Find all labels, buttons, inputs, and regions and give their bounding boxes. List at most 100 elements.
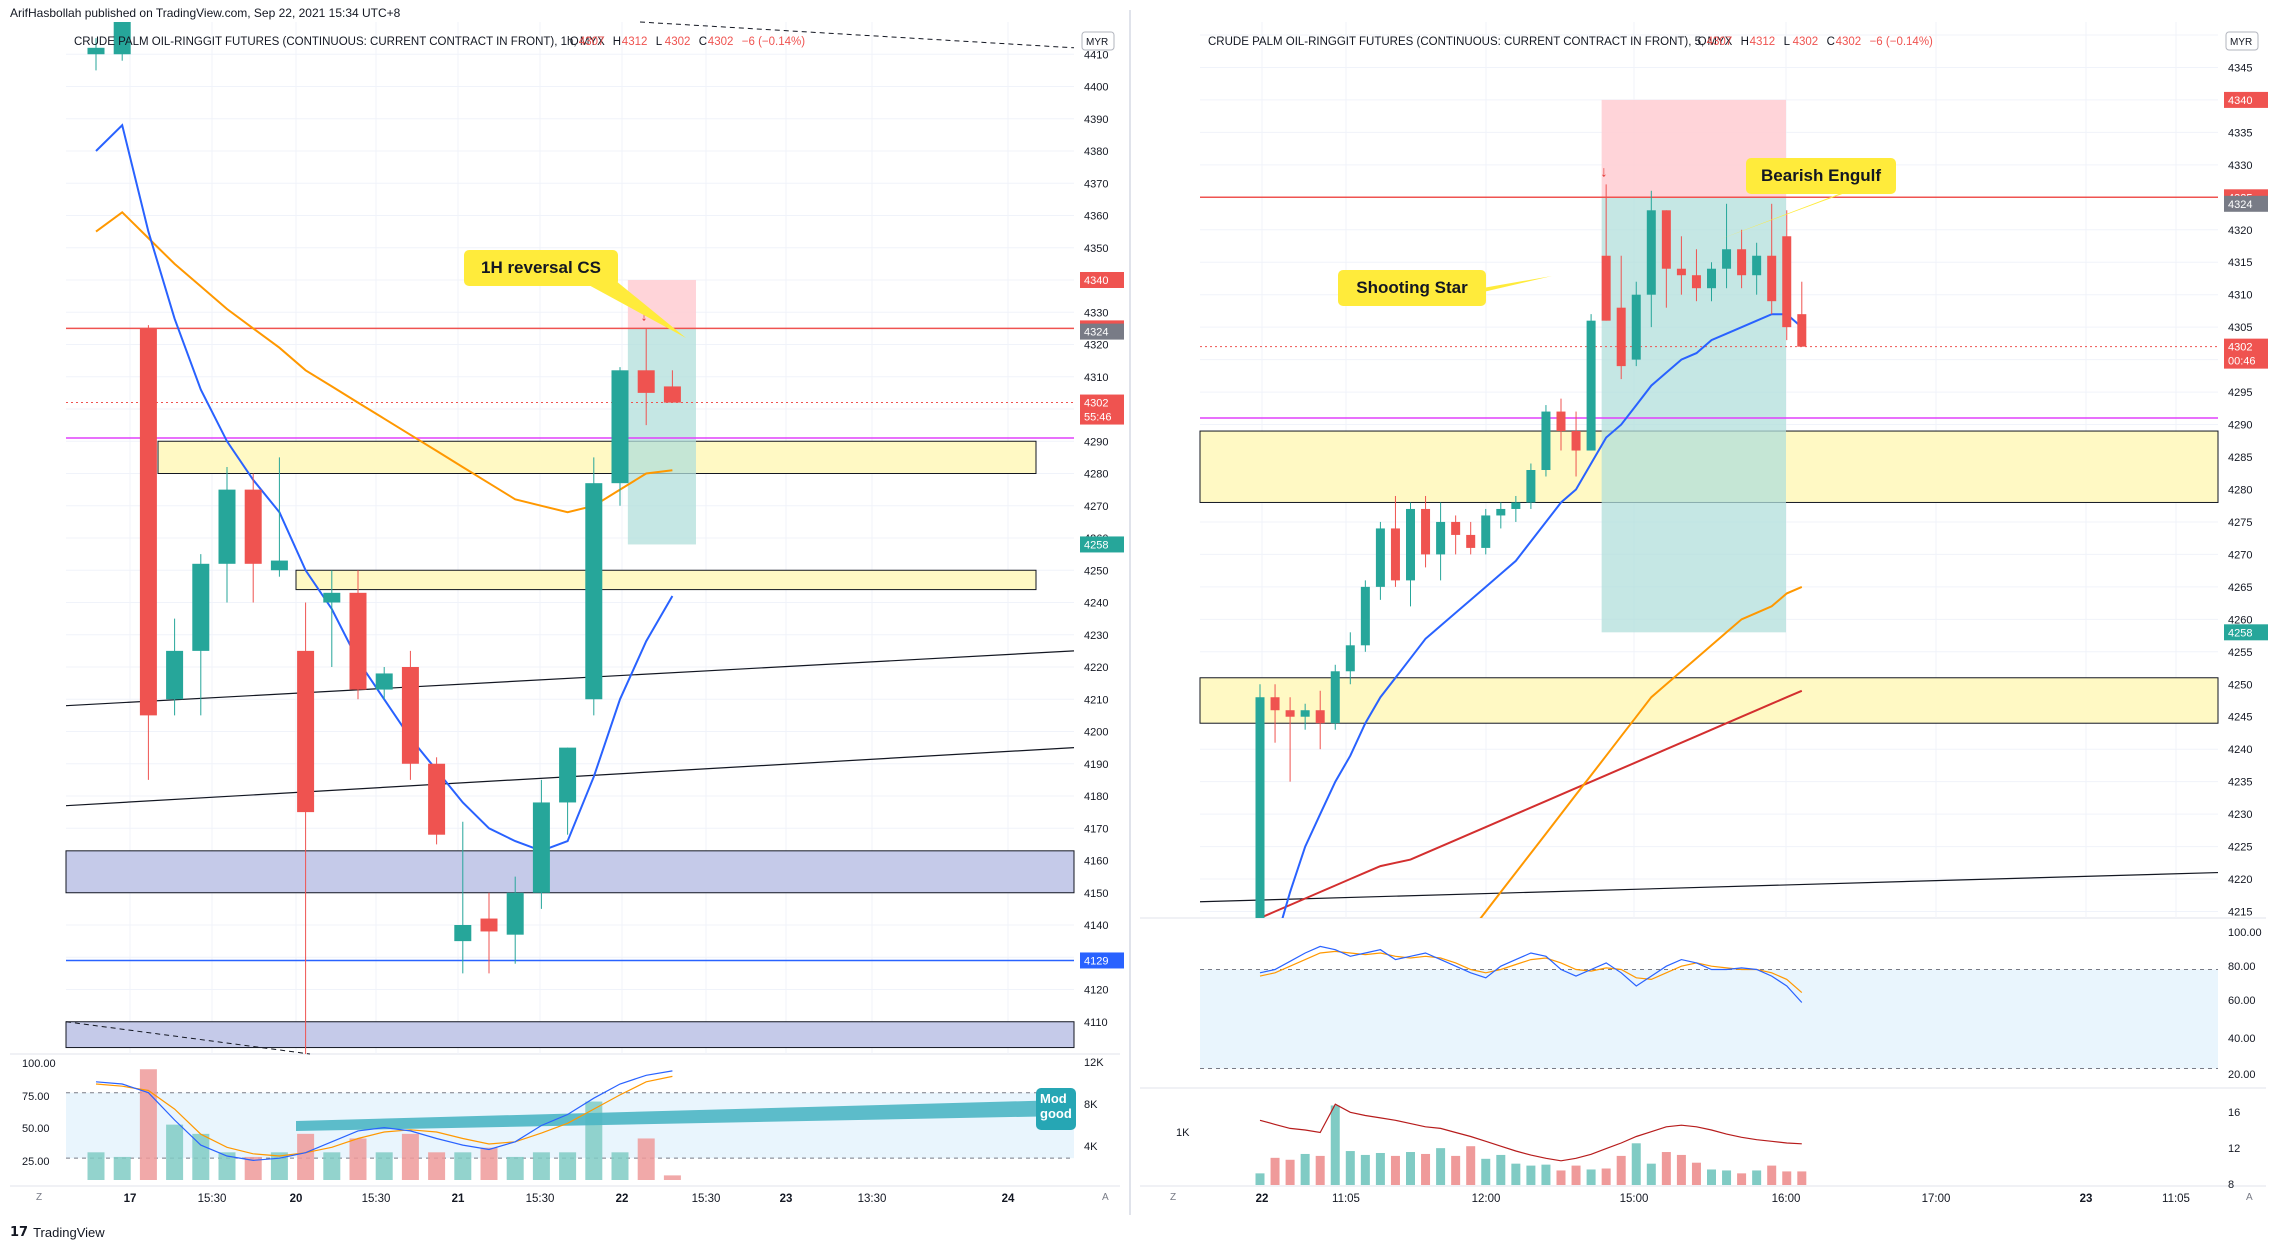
candle bbox=[1691, 249, 1701, 302]
time-label: 11:05 bbox=[1332, 1193, 1360, 1205]
volume-bar bbox=[1481, 1158, 1491, 1185]
candle bbox=[1511, 495, 1521, 522]
supply-zone bbox=[157, 440, 1037, 474]
volume-bar bbox=[1782, 1171, 1792, 1185]
candle-body bbox=[1466, 534, 1476, 548]
candle bbox=[1526, 463, 1536, 509]
candle-body bbox=[1436, 521, 1446, 555]
price-tick: 4330 bbox=[2228, 160, 2252, 172]
time-label: 15:00 bbox=[1620, 1193, 1649, 1205]
price-tick: 4335 bbox=[2228, 127, 2252, 139]
volume-tick: 16 bbox=[2228, 1107, 2240, 1119]
volume-bar bbox=[166, 1124, 184, 1180]
price-label: 4258 bbox=[1084, 539, 1108, 551]
volume-bar bbox=[1707, 1169, 1716, 1185]
price-label-box bbox=[2224, 195, 2268, 212]
truncated-callout-text: Mod bbox=[1040, 1091, 1067, 1106]
volume-bar bbox=[1722, 1170, 1732, 1185]
volume-bar bbox=[1270, 1157, 1280, 1185]
price-label-box bbox=[1080, 272, 1124, 288]
time-label: 17:00 bbox=[1922, 1193, 1951, 1205]
candle bbox=[113, 22, 131, 61]
price-tick: 4200 bbox=[1084, 727, 1108, 739]
candle-body bbox=[663, 386, 681, 403]
candle bbox=[1300, 703, 1310, 730]
price-label-box bbox=[1080, 323, 1124, 340]
candle bbox=[1707, 262, 1716, 302]
candle-body bbox=[139, 328, 157, 716]
candle bbox=[559, 747, 577, 835]
volume-bar bbox=[1601, 1168, 1611, 1185]
price-tick: 4320 bbox=[2228, 225, 2252, 237]
ohlc-key: L bbox=[1784, 36, 1791, 48]
ohlc-value: 4307 bbox=[1707, 36, 1733, 48]
time-label: 11:05 bbox=[2162, 1193, 2190, 1205]
oscillator-level: 80.00 bbox=[2228, 961, 2256, 973]
candle bbox=[1616, 255, 1626, 380]
candle bbox=[1541, 405, 1551, 477]
supply-zone bbox=[295, 569, 1037, 591]
candle-body bbox=[1360, 586, 1370, 646]
price-tick: 4190 bbox=[1084, 759, 1108, 771]
countdown-label: 55:46 bbox=[1084, 412, 1112, 424]
price-tick: 4370 bbox=[1084, 178, 1108, 190]
price-tick: 4225 bbox=[2228, 842, 2252, 854]
publisher-line: ArifHasbollah published on TradingView.c… bbox=[10, 6, 401, 20]
time-label: 21 bbox=[452, 1193, 465, 1205]
price-tick: 4240 bbox=[1084, 598, 1108, 610]
candle bbox=[1676, 236, 1686, 295]
price-tick: 4110 bbox=[1084, 1017, 1108, 1029]
ohlc-key: O bbox=[1698, 36, 1707, 48]
price-tick: 4270 bbox=[2228, 549, 2252, 561]
oscillator-level: 60.00 bbox=[2228, 995, 2256, 1007]
auto-scale-icon: A bbox=[1102, 1192, 1109, 1203]
trend-line bbox=[1199, 871, 2219, 903]
time-label: 13:30 bbox=[858, 1193, 887, 1205]
candle bbox=[1601, 184, 1611, 321]
candle-body bbox=[1722, 249, 1732, 269]
oscillator-k-line bbox=[95, 1070, 673, 1162]
ohlc-value: 4312 bbox=[1750, 36, 1776, 48]
ohlc-key: L bbox=[656, 36, 663, 48]
price-label-box bbox=[1080, 536, 1124, 553]
oscillator-level: 100.00 bbox=[22, 1058, 56, 1070]
candle-body bbox=[1270, 697, 1280, 711]
candle-body bbox=[218, 489, 236, 564]
demand-zone bbox=[65, 850, 1075, 894]
candle-body bbox=[1737, 249, 1747, 276]
candle bbox=[1315, 690, 1325, 750]
candle bbox=[1797, 281, 1807, 347]
annotation-shooting-star: Shooting Star bbox=[1338, 270, 1552, 306]
price-tick: 4380 bbox=[1084, 146, 1108, 158]
candle-body bbox=[1752, 255, 1762, 276]
price-tick: 4250 bbox=[1084, 565, 1108, 577]
volume-bar bbox=[1797, 1171, 1807, 1185]
candle bbox=[1375, 521, 1385, 600]
volume-bar bbox=[1406, 1152, 1415, 1185]
oscillator-k-line bbox=[1259, 945, 1803, 1003]
sell-arrow-icon: ↓ bbox=[640, 307, 648, 324]
volume-bar bbox=[1752, 1170, 1762, 1185]
price-tick: 4220 bbox=[1084, 662, 1108, 674]
price-tick: 4280 bbox=[2228, 484, 2252, 496]
candle-body bbox=[1481, 515, 1491, 548]
candle-body bbox=[1285, 710, 1295, 717]
price-tick: 4240 bbox=[2228, 744, 2252, 756]
callout-text: Shooting Star bbox=[1356, 278, 1468, 297]
ohlc-value: 4302 bbox=[1836, 36, 1862, 48]
volume-bar bbox=[1330, 1105, 1340, 1185]
volume-bar bbox=[428, 1152, 446, 1180]
chart-title: CRUDE PALM OIL-RINGGIT FUTURES (CONTINUO… bbox=[1208, 36, 1733, 48]
truncated-callout bbox=[1036, 1088, 1076, 1130]
volume-bar bbox=[1571, 1165, 1581, 1185]
ohlc-key: C bbox=[699, 36, 707, 48]
volume-tick: 8K bbox=[1084, 1099, 1098, 1111]
candle bbox=[1421, 495, 1431, 568]
price-tick: 4255 bbox=[2228, 647, 2252, 659]
price-label: 4302 bbox=[2228, 342, 2252, 354]
price-tick: 4320 bbox=[1084, 340, 1108, 352]
candle-body bbox=[1707, 268, 1716, 289]
volume-bar bbox=[1691, 1162, 1701, 1185]
